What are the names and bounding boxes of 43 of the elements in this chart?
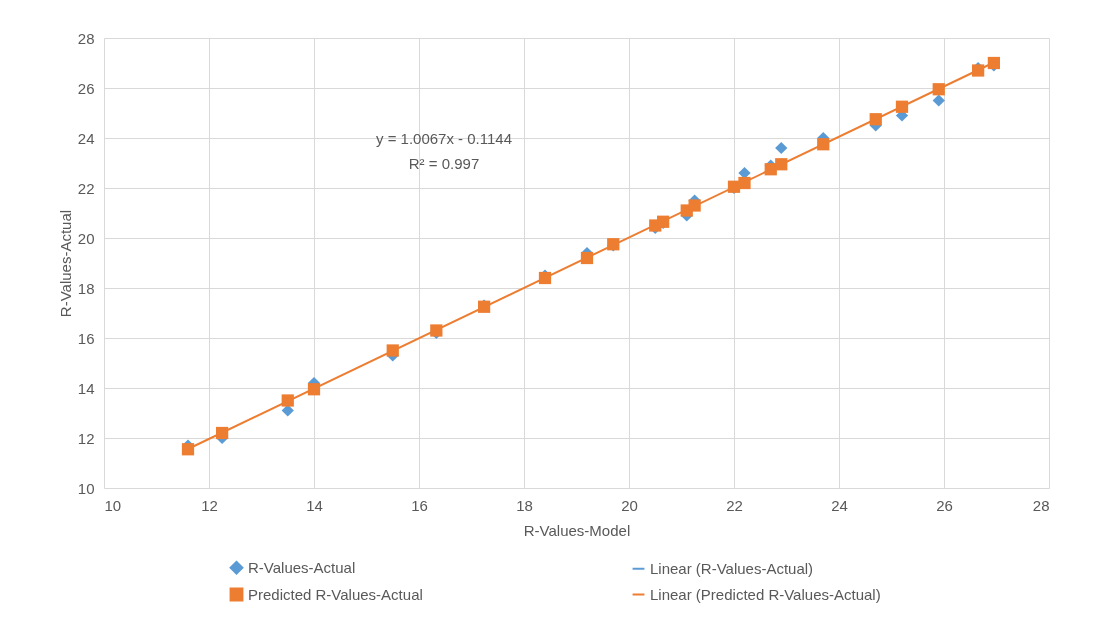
x-tick-label: 16 [411,496,428,514]
point [580,251,594,265]
point [895,100,909,113]
x-tick-label: 26 [936,496,953,514]
point [869,113,882,126]
y-tick-label: 10 [77,479,95,497]
y-axis-title: R-Values-Actual [56,209,74,318]
y-tick-label: 22 [77,179,95,197]
y-tick-label: 28 [77,29,95,47]
point [216,426,229,440]
legend-label: Predicted R-Values-Actual [248,585,423,603]
y-tick-label: 12 [77,429,95,447]
x-tick-label: 14 [306,496,323,514]
x-axis-title: R-Values-Model [523,521,631,539]
x-tick-label: 24 [831,496,848,514]
point [738,176,751,190]
y-tick-label: 26 [77,79,95,97]
x-tick-label: 10 [104,496,122,514]
x-tick-label: 12 [201,496,218,514]
x-tick-label: 20 [621,496,638,514]
y-tick-label: 20 [77,229,95,247]
point [688,199,701,212]
x-tick-label: 22 [726,496,743,514]
point [386,344,399,357]
legend-label: Linear (R-Values-Actual) [650,559,814,577]
x-tick-label: 18 [516,496,533,514]
point [775,158,788,171]
point [307,383,321,396]
point [817,138,830,151]
legend-label: Linear (Predicted R-Values-Actual) [650,585,881,603]
y-tick-label: 24 [77,129,95,147]
point [932,83,945,96]
x-tick-label: 28 [1032,496,1050,514]
annotation: y = 1.0067x - 0.1144 [375,130,513,147]
point [932,94,945,107]
point [775,141,788,155]
y-tick-label: 16 [77,329,95,347]
point [281,394,294,407]
y-tick-label: 18 [77,279,95,297]
legend-label: R-Values-Actual [248,558,356,576]
annotation: R² = 0.997 [408,155,480,172]
y-tick-label: 14 [77,379,95,397]
point [181,443,195,456]
